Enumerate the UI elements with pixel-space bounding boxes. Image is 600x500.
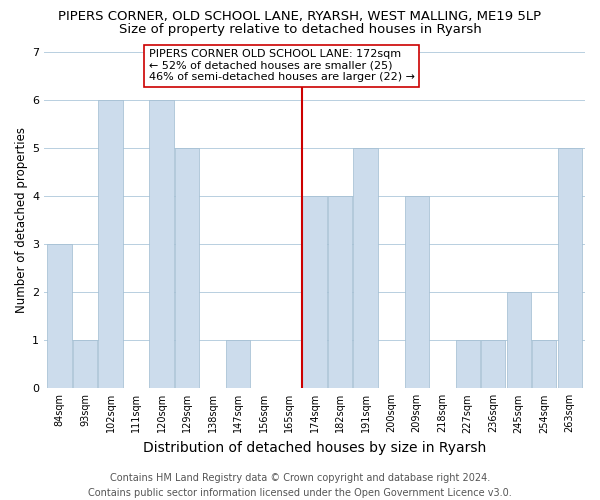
Y-axis label: Number of detached properties: Number of detached properties [15, 127, 28, 313]
Bar [302, 196, 326, 388]
Bar [481, 340, 505, 388]
Bar [455, 340, 480, 388]
Bar [47, 244, 71, 388]
Text: PIPERS CORNER, OLD SCHOOL LANE, RYARSH, WEST MALLING, ME19 5LP: PIPERS CORNER, OLD SCHOOL LANE, RYARSH, … [58, 10, 542, 23]
Text: PIPERS CORNER OLD SCHOOL LANE: 172sqm
← 52% of detached houses are smaller (25)
: PIPERS CORNER OLD SCHOOL LANE: 172sqm ← … [149, 49, 415, 82]
Bar [353, 148, 378, 388]
X-axis label: Distribution of detached houses by size in Ryarsh: Distribution of detached houses by size … [143, 441, 486, 455]
Bar [532, 340, 556, 388]
Bar [149, 100, 173, 389]
Text: Size of property relative to detached houses in Ryarsh: Size of property relative to detached ho… [119, 22, 481, 36]
Bar [328, 196, 352, 388]
Bar [557, 148, 582, 388]
Bar [506, 292, 531, 388]
Text: Contains HM Land Registry data © Crown copyright and database right 2024.
Contai: Contains HM Land Registry data © Crown c… [88, 472, 512, 498]
Bar [98, 100, 122, 389]
Bar [404, 196, 429, 388]
Bar [73, 340, 97, 388]
Bar [175, 148, 199, 388]
Bar [226, 340, 250, 388]
